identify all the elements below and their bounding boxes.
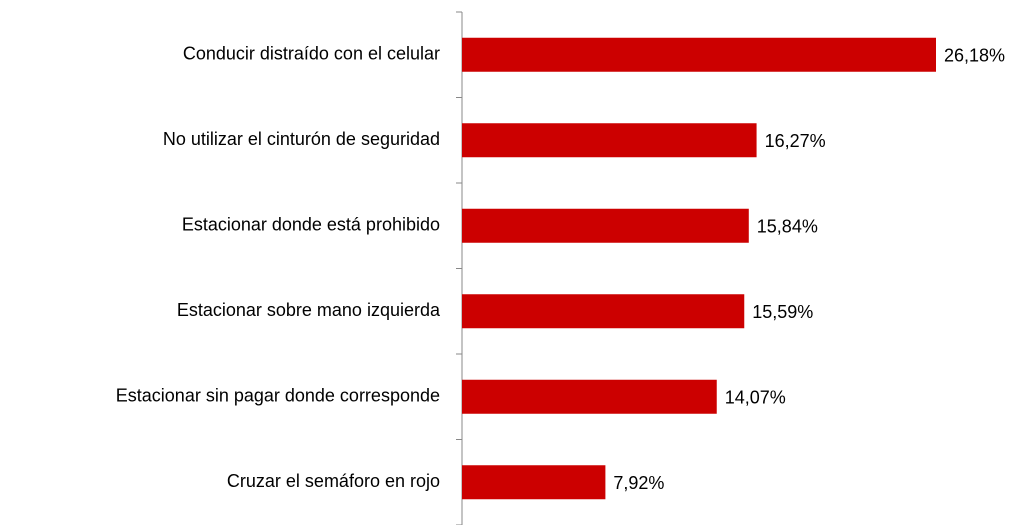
category-label: Estacionar sobre mano izquierda: [177, 300, 441, 320]
value-label: 26,18%: [944, 46, 1005, 66]
bar: [462, 294, 745, 329]
value-label: 15,59%: [752, 302, 813, 322]
bar: [462, 37, 936, 72]
bar: [462, 465, 606, 500]
value-label: 15,84%: [757, 217, 818, 237]
bar: [462, 208, 749, 243]
value-label: 16,27%: [765, 131, 826, 151]
value-label: 7,92%: [613, 473, 664, 493]
bar: [462, 123, 757, 158]
category-label: Conducir distraído con el celular: [183, 44, 440, 64]
value-label: 14,07%: [725, 388, 786, 408]
category-label: Estacionar sin pagar donde corresponde: [116, 386, 440, 406]
bar: [462, 379, 717, 414]
category-label: Estacionar donde está prohibido: [182, 215, 440, 235]
category-label: No utilizar el cinturón de seguridad: [163, 129, 440, 149]
category-label: Cruzar el semáforo en rojo: [227, 471, 440, 491]
